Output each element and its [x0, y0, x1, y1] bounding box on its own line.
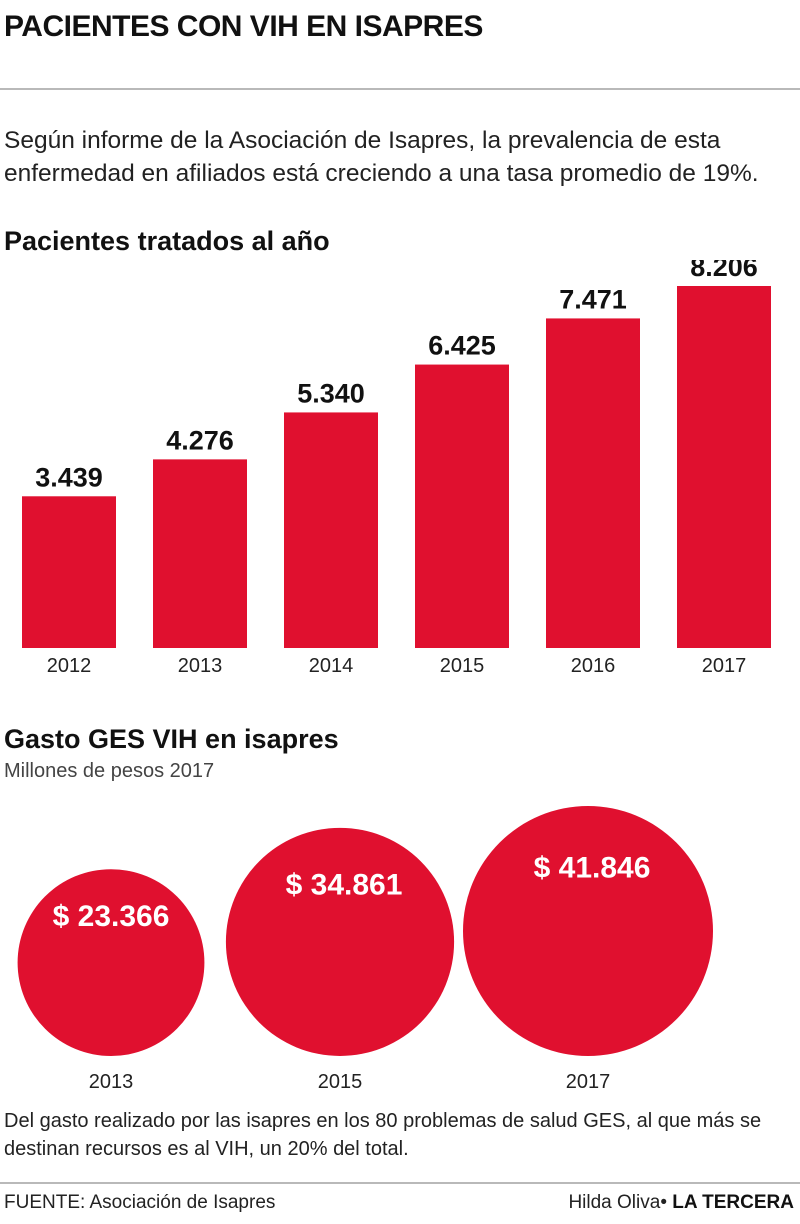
byline-separator: • [660, 1192, 667, 1213]
intro-text: Según informe de la Asociación de Isapre… [4, 127, 759, 187]
top-divider [0, 88, 800, 90]
author-name: Hilda Oliva [568, 1192, 661, 1213]
publication-name: LA TERCERA [672, 1192, 794, 1213]
x-tick-label: 2017 [702, 655, 747, 677]
bubble-2015 [225, 827, 455, 1056]
byline: Hilda Oliva• LA TERCERA [568, 1192, 794, 1214]
bar-chart-title: Pacientes tratados al año [4, 226, 330, 256]
page-title: PACIENTES CON VIH EN ISAPRES [4, 10, 483, 43]
bottom-divider [0, 1182, 800, 1184]
bubble-value-label: $ 23.366 [53, 900, 170, 933]
x-tick-label: 2013 [178, 655, 223, 677]
bubble-2013 [17, 869, 205, 1056]
bubble-chart-title: Gasto GES VIH en isapres [4, 724, 339, 754]
bubble-2017 [463, 806, 713, 1056]
x-tick-label: 2012 [47, 655, 92, 677]
x-tick-label: 2016 [571, 655, 616, 677]
bar-value-label: 8.206 [690, 260, 758, 282]
bubble-chart-subtitle: Millones de pesos 2017 [4, 760, 215, 782]
bar-chart: 3.439 2012 4.276 2013 5.340 2014 6.425 2015 7.47… [22, 260, 771, 677]
bar-value-label: 3.439 [35, 462, 103, 492]
bubble-value-label: $ 34.861 [286, 868, 403, 901]
source-credit: FUENTE: Asociación de Isapres [4, 1192, 276, 1213]
x-tick-label: 2014 [309, 655, 354, 677]
bar-value-label: 6.425 [428, 331, 496, 361]
bubble-value-label: $ 41.846 [534, 852, 651, 885]
bubble-chart: $ 23.366 2013 $ 34.861 2015 $ 41.846 2017 [17, 806, 713, 1093]
bubble-year-label: 2017 [566, 1071, 611, 1093]
bar-2013 [153, 459, 247, 648]
bar-2016 [546, 318, 640, 648]
bubble-year-label: 2015 [318, 1071, 363, 1093]
bar-2014 [284, 412, 378, 648]
x-tick-label: 2015 [440, 655, 485, 677]
bar-2012 [22, 496, 116, 648]
bar-value-label: 5.340 [297, 378, 365, 408]
bar-value-label: 4.276 [166, 425, 234, 455]
bar-value-label: 7.471 [559, 284, 627, 314]
bubble-year-label: 2013 [89, 1071, 134, 1093]
footnote-text: Del gasto realizado por las isapres en l… [4, 1110, 762, 1160]
bar-2017 [677, 286, 771, 648]
bar-2015 [415, 364, 509, 648]
